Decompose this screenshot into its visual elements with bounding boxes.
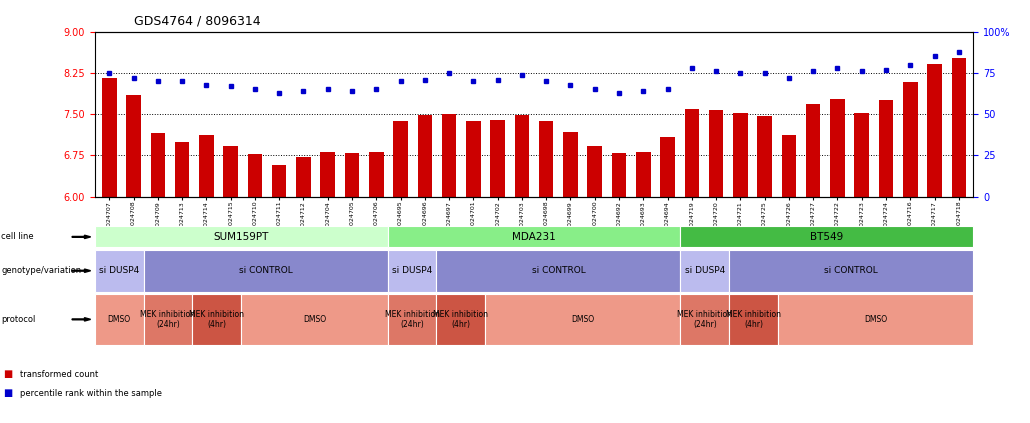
Bar — [150, 134, 165, 197]
Text: DMSO: DMSO — [572, 315, 594, 324]
Text: SUM159PT: SUM159PT — [213, 232, 269, 242]
Bar — [417, 115, 433, 197]
Text: DMSO: DMSO — [107, 315, 131, 324]
Text: percentile rank within the sample: percentile rank within the sample — [20, 389, 162, 398]
Bar — [952, 58, 966, 197]
Bar — [127, 95, 141, 197]
Text: si DUSP4: si DUSP4 — [685, 266, 725, 275]
Text: MEK inhibition
(4hr): MEK inhibition (4hr) — [726, 310, 781, 329]
Text: genotype/variation: genotype/variation — [1, 266, 81, 275]
Bar — [636, 151, 651, 197]
Text: protocol: protocol — [1, 315, 35, 324]
Text: DMSO: DMSO — [864, 315, 887, 324]
Text: BT549: BT549 — [811, 232, 844, 242]
Text: MEK inhibition
(24hr): MEK inhibition (24hr) — [384, 310, 440, 329]
Bar — [467, 121, 481, 197]
Bar — [224, 146, 238, 197]
Bar — [709, 110, 723, 197]
Text: transformed count: transformed count — [20, 370, 98, 379]
Bar — [587, 146, 602, 197]
Text: MEK inhibition
(4hr): MEK inhibition (4hr) — [190, 310, 244, 329]
Text: MEK inhibition
(4hr): MEK inhibition (4hr) — [434, 310, 488, 329]
Bar — [903, 82, 918, 197]
Text: ■: ■ — [3, 388, 12, 398]
Text: si CONTROL: si CONTROL — [824, 266, 879, 275]
Bar — [757, 116, 771, 197]
Bar — [612, 153, 626, 197]
Text: ■: ■ — [3, 369, 12, 379]
Bar — [393, 121, 408, 197]
Bar — [515, 115, 529, 197]
Bar — [563, 132, 578, 197]
Bar — [369, 151, 383, 197]
Text: MEK inhibition
(24hr): MEK inhibition (24hr) — [678, 310, 732, 329]
Bar — [199, 135, 213, 197]
Bar — [879, 100, 893, 197]
Bar — [247, 154, 263, 197]
Text: MEK inhibition
(24hr): MEK inhibition (24hr) — [140, 310, 196, 329]
Bar — [442, 114, 456, 197]
Bar — [782, 135, 796, 197]
Text: si CONTROL: si CONTROL — [239, 266, 293, 275]
Text: DMSO: DMSO — [303, 315, 325, 324]
Text: si DUSP4: si DUSP4 — [391, 266, 433, 275]
Bar — [175, 142, 190, 197]
Bar — [927, 63, 941, 197]
Bar — [733, 113, 748, 197]
Bar — [685, 109, 699, 197]
Text: si DUSP4: si DUSP4 — [99, 266, 139, 275]
Text: MDA231: MDA231 — [512, 232, 556, 242]
Bar — [272, 165, 286, 197]
Bar — [297, 157, 311, 197]
Bar — [320, 151, 335, 197]
Bar — [490, 120, 505, 197]
Bar — [102, 79, 116, 197]
Bar — [855, 113, 869, 197]
Bar — [830, 99, 845, 197]
Bar — [345, 153, 359, 197]
Bar — [539, 121, 553, 197]
Text: GDS4764 / 8096314: GDS4764 / 8096314 — [134, 15, 261, 28]
Text: cell line: cell line — [1, 232, 34, 242]
Text: si CONTROL: si CONTROL — [531, 266, 585, 275]
Bar — [660, 137, 675, 197]
Bar — [805, 104, 821, 197]
